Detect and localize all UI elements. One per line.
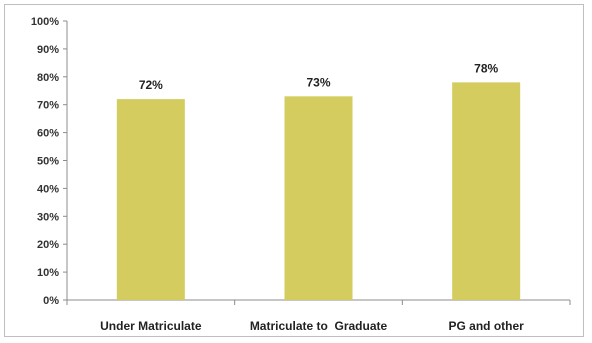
y-tick-label: 0%: [43, 295, 59, 307]
bar: [116, 99, 185, 301]
y-tick-label: 10%: [37, 267, 59, 279]
y-tick-label: 50%: [37, 156, 59, 168]
y-axis: 0% 10% 20% 30% 40% 50% 60% 70% 80% 90% 100%: [31, 16, 68, 307]
category-label: PG and other: [448, 319, 524, 333]
bars: [116, 82, 521, 301]
bar-data-label: 72%: [139, 78, 163, 92]
bar: [284, 96, 353, 300]
bar-data-label: 73%: [306, 75, 330, 89]
y-tick-label: 80%: [37, 72, 59, 84]
y-tick-label: 90%: [37, 44, 59, 56]
data-labels: 72% 73% 78%: [139, 61, 499, 92]
bar-data-label: 78%: [474, 61, 498, 75]
y-tick-label: 100%: [31, 16, 59, 28]
bar: [452, 82, 521, 300]
y-tick-label: 60%: [37, 128, 59, 140]
y-tick-label: 70%: [37, 100, 59, 112]
y-tick-label: 20%: [37, 239, 59, 251]
x-axis: Under Matriculate Matriculate to Graduate…: [66, 299, 571, 333]
category-label: Matriculate to Graduate: [250, 319, 388, 333]
y-tick-label: 40%: [37, 183, 59, 195]
category-label: Under Matriculate: [100, 319, 202, 333]
y-tick-label: 30%: [37, 211, 59, 223]
